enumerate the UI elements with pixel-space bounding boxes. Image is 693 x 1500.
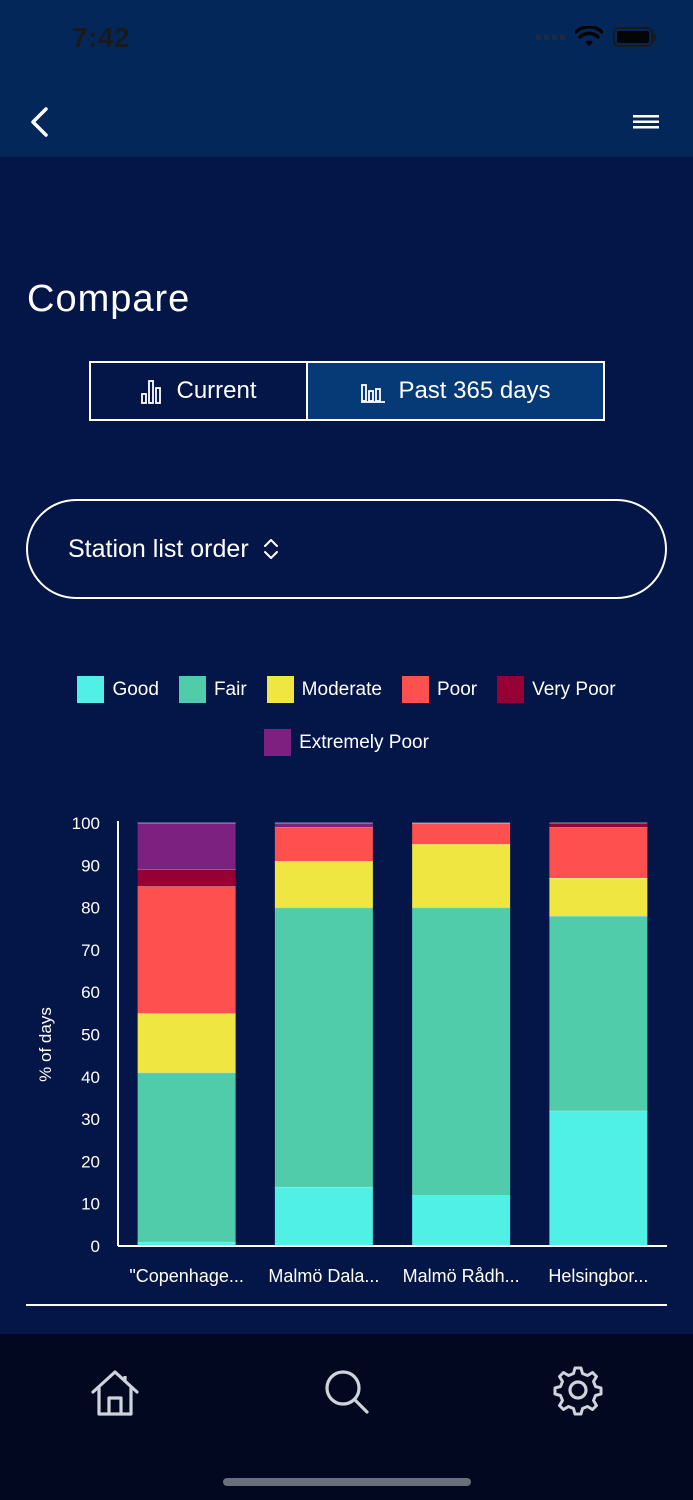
x-tick-label: "Copenhage... — [129, 1266, 243, 1286]
station-order-label: Station list order — [68, 534, 249, 563]
y-tick-label: 80 — [81, 899, 100, 918]
bar-segment — [412, 907, 511, 1196]
legend-label: Extremely Poor — [299, 731, 429, 753]
legend-label: Fair — [213, 678, 247, 700]
tab-current-label: Current — [176, 377, 257, 404]
bar-segment — [549, 827, 648, 878]
period-segmented-control: Current Past 365 days — [89, 361, 605, 421]
y-tick-label: 0 — [91, 1237, 100, 1256]
legend-swatch — [266, 676, 294, 703]
chart-legend: Good Fair Moderate Poor Very Poor Extremely P… — [30, 676, 663, 756]
bar-segment — [137, 886, 236, 1014]
y-tick-label: 70 — [81, 941, 100, 960]
bar-segment — [274, 907, 373, 1187]
legend-label: Good — [112, 678, 159, 700]
bar-segment — [274, 861, 373, 908]
bar-chart-icon — [361, 384, 386, 403]
y-tick-label: 20 — [81, 1152, 100, 1171]
bar-segment — [549, 823, 648, 828]
bar-segment — [137, 1072, 236, 1242]
y-tick-label: 30 — [81, 1110, 100, 1129]
app-header: 7:42 — [0, 0, 693, 157]
bar-segment — [412, 823, 511, 845]
y-axis-label: % of days — [36, 1007, 55, 1082]
legend-label: Poor — [436, 678, 478, 700]
legend-item: Moderate — [266, 676, 382, 703]
y-tick-label: 100 — [72, 814, 100, 833]
x-tick-label: Malmö Rådh... — [403, 1266, 520, 1286]
bar-segment — [274, 1186, 373, 1246]
gear-icon[interactable] — [550, 1364, 606, 1420]
legend-item: Extremely Poor — [264, 729, 429, 756]
bar-segment — [274, 823, 373, 828]
legend-swatch — [497, 676, 525, 703]
legend-item: Good — [77, 676, 159, 703]
bar-segment — [137, 869, 236, 887]
status-icons — [536, 26, 656, 48]
tab-past-label: Past 365 days — [398, 377, 551, 404]
tab-past-365-days[interactable]: Past 365 days — [308, 363, 603, 419]
legend-item: Poor — [401, 676, 478, 703]
page-title: Compare — [27, 278, 191, 320]
wifi-icon — [575, 26, 603, 46]
legend-swatch — [178, 676, 206, 703]
bar-segment — [549, 1110, 648, 1246]
legend-swatch — [401, 676, 429, 703]
bar-chart-icon — [141, 380, 162, 404]
bar-segment — [274, 827, 373, 862]
cellular-signal-icon — [536, 34, 565, 40]
x-tick-label: Helsingbor... — [548, 1266, 648, 1286]
y-tick-label: 10 — [81, 1195, 100, 1214]
home-indicator — [223, 1478, 471, 1486]
sort-updown-icon — [263, 539, 278, 559]
bottom-tab-bar — [0, 1334, 693, 1500]
hamburger-menu-icon[interactable] — [631, 110, 663, 134]
status-time: 7:42 — [72, 22, 131, 53]
y-tick-label: 40 — [81, 1068, 100, 1087]
legend-label: Very Poor — [532, 678, 616, 700]
bar-segment — [412, 1195, 511, 1246]
divider — [26, 1304, 667, 1306]
bar-segment — [137, 1241, 236, 1246]
home-icon[interactable] — [87, 1364, 143, 1420]
bar-segment — [549, 877, 648, 917]
tab-current[interactable]: Current — [91, 363, 308, 419]
bar-segment — [137, 823, 236, 870]
chevron-left-icon[interactable] — [26, 104, 56, 140]
legend-item: Very Poor — [497, 676, 616, 703]
legend-swatch — [77, 676, 105, 703]
bar-segment — [137, 1013, 236, 1073]
stacked-bar-chart: 0 10 20 30 40 50 60 70 80 90 100 % of days "Copenhag… — [36, 814, 667, 1286]
x-tick-label: Malmö Dala... — [268, 1266, 379, 1286]
search-icon[interactable] — [318, 1364, 374, 1420]
y-tick-label: 60 — [81, 983, 100, 1002]
y-tick-label: 50 — [81, 1026, 100, 1045]
bar-segment — [412, 844, 511, 908]
bar-segment — [549, 916, 648, 1111]
y-tick-label: 90 — [81, 856, 100, 875]
battery-icon — [613, 27, 656, 47]
legend-swatch — [264, 729, 292, 756]
station-order-dropdown[interactable]: Station list order — [26, 499, 667, 599]
legend-label: Moderate — [301, 678, 382, 700]
legend-item: Fair — [178, 676, 247, 703]
